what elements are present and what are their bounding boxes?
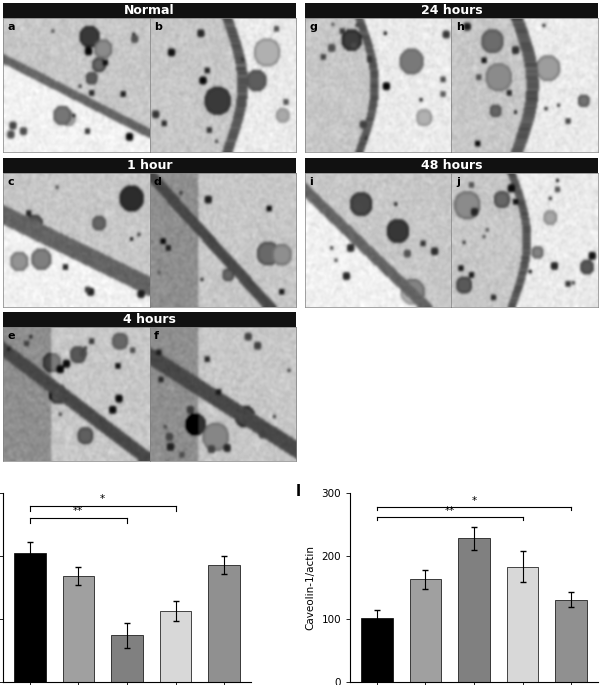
Text: *: * bbox=[100, 494, 105, 504]
Y-axis label: Caveolin-1/actin: Caveolin-1/actin bbox=[306, 545, 316, 630]
Text: 24 hours: 24 hours bbox=[421, 4, 482, 17]
Text: j: j bbox=[456, 177, 460, 186]
Text: 1 hour: 1 hour bbox=[127, 159, 172, 172]
Text: a: a bbox=[7, 23, 15, 32]
Text: *: * bbox=[471, 496, 477, 506]
Text: f: f bbox=[154, 331, 159, 341]
Bar bbox=[555, 600, 587, 682]
Text: **: ** bbox=[445, 506, 455, 516]
Bar bbox=[63, 576, 94, 682]
Bar bbox=[507, 566, 538, 682]
Text: c: c bbox=[7, 177, 14, 186]
Text: e: e bbox=[7, 331, 15, 341]
Text: b: b bbox=[154, 23, 162, 32]
Text: **: ** bbox=[73, 506, 84, 516]
Text: 4 hours: 4 hours bbox=[123, 313, 176, 326]
Bar bbox=[458, 538, 490, 682]
Bar bbox=[361, 618, 392, 682]
Bar bbox=[410, 580, 441, 682]
Text: h: h bbox=[456, 23, 464, 32]
Text: d: d bbox=[154, 177, 162, 186]
Text: 48 hours: 48 hours bbox=[421, 159, 482, 172]
Bar bbox=[14, 553, 46, 682]
Text: g: g bbox=[310, 23, 317, 32]
Bar bbox=[111, 635, 143, 682]
Bar bbox=[160, 611, 191, 682]
Bar bbox=[209, 564, 240, 682]
Text: Normal: Normal bbox=[124, 4, 175, 17]
Text: i: i bbox=[310, 177, 313, 186]
Text: l: l bbox=[296, 484, 300, 499]
